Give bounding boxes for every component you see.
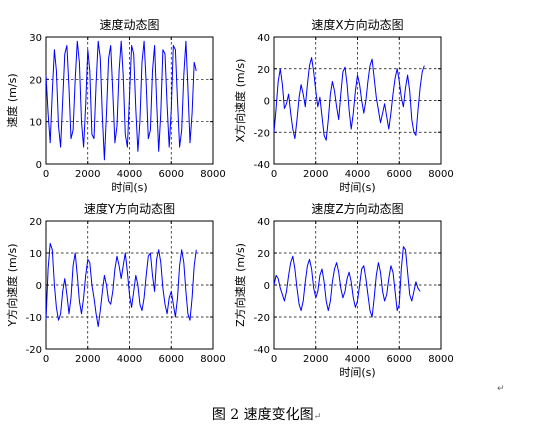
- y-tick-label: 0: [264, 281, 270, 292]
- x-tick-label: 2000: [75, 169, 100, 180]
- chart-title: 速度Z方向动态图: [311, 201, 403, 216]
- y-axis-label: X方向速度 (m/s): [233, 59, 247, 143]
- x-tick-label: 4000: [117, 169, 142, 180]
- y-tick-label: -20: [254, 128, 270, 139]
- y-tick-label: -40: [254, 345, 270, 356]
- y-tick-label: -20: [26, 345, 42, 356]
- x-tick-label: 2000: [303, 354, 328, 365]
- series-line: [273, 57, 425, 141]
- y-tick-label: 20: [257, 65, 270, 76]
- x-tick-label: 8000: [200, 354, 225, 365]
- y-tick-label: 30: [29, 33, 42, 44]
- figure-caption: 图 2 速度变化图↵: [0, 404, 533, 424]
- y-axis-label: Y方向速度 (m/s): [5, 244, 19, 328]
- caption-paragraph-mark: ↵: [313, 412, 322, 422]
- chart-title: 速度动态图: [99, 17, 159, 32]
- y-tick-label: 0: [36, 281, 42, 292]
- x-tick-label: 6000: [159, 169, 184, 180]
- y-tick-label: -20: [254, 313, 270, 324]
- x-tick-label: 2000: [75, 354, 100, 365]
- x-tick-label: 6000: [387, 354, 412, 365]
- x-tick-label: 2000: [303, 169, 328, 180]
- y-axis-label: 速度 (m/s): [5, 73, 19, 127]
- x-tick-label: 4000: [117, 354, 142, 365]
- y-tick-label: 10: [29, 249, 42, 260]
- x-tick-label: 0: [43, 354, 49, 365]
- x-tick-label: 4000: [345, 169, 370, 180]
- y-tick-label: 0: [264, 97, 270, 108]
- y-tick-label: 0: [36, 160, 42, 171]
- chart-panel-4: 0 2000 4000 6000 8000 -40 -20 0 20 40 速度Z方向动态图时间(s…: [233, 201, 454, 379]
- chart-title: 速度X方向动态图: [311, 17, 403, 32]
- x-axis-label: 时间(s): [111, 181, 147, 194]
- y-tick-label: 10: [29, 118, 42, 129]
- y-tick-label: -10: [26, 313, 42, 324]
- x-tick-label: 0: [271, 169, 277, 180]
- paragraph-mark: ↵: [497, 384, 505, 394]
- chart-title: 速度Y方向动态图: [84, 201, 175, 216]
- y-tick-label: 20: [257, 249, 270, 260]
- y-tick-label: 40: [257, 217, 270, 228]
- chart-panel-3: 0 2000 4000 6000 8000 -20 -10 0 10 20 速度Y方向动态图 Y方向速…: [5, 201, 226, 365]
- figure-caption-text: 图 2 速度变化图: [211, 407, 314, 423]
- x-tick-label: 6000: [387, 169, 412, 180]
- y-tick-label: 20: [29, 75, 42, 86]
- x-tick-label: 0: [43, 169, 49, 180]
- series-line: [45, 40, 197, 161]
- y-tick-label: 20: [29, 217, 42, 228]
- y-tick-label: -40: [254, 160, 270, 171]
- x-axis-label: 时间(s): [339, 366, 375, 379]
- series-line: [45, 242, 197, 328]
- y-tick-label: 40: [257, 33, 270, 44]
- series-line: [273, 246, 421, 318]
- x-tick-label: 4000: [345, 354, 370, 365]
- x-axis-label: 时间(s): [339, 181, 375, 194]
- y-axis-label: Z方向速度 (m/s): [233, 243, 247, 327]
- x-tick-label: 8000: [200, 169, 225, 180]
- x-tick-label: 0: [271, 354, 277, 365]
- chart-panel-2: 0 2000 4000 6000 8000 -40 -20 0 20 40 速度X方向动态图时间(s…: [233, 17, 454, 194]
- x-tick-label: 8000: [428, 354, 453, 365]
- x-tick-label: 6000: [159, 354, 184, 365]
- x-tick-label: 8000: [428, 169, 453, 180]
